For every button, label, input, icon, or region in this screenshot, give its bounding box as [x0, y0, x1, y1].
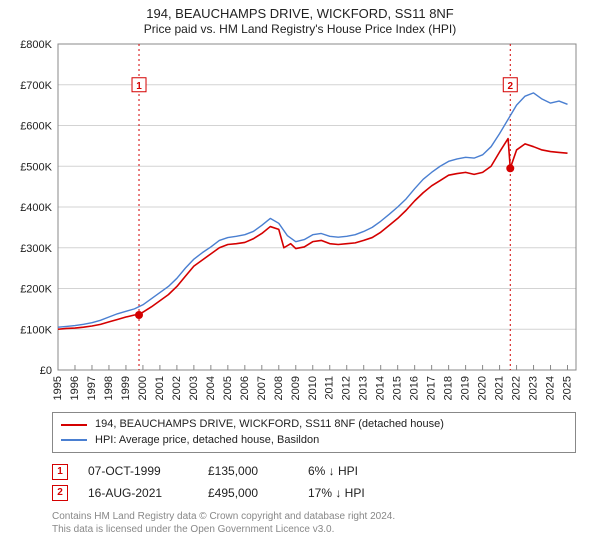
svg-text:2021: 2021 — [494, 376, 506, 400]
svg-text:2003: 2003 — [188, 376, 200, 400]
svg-text:2007: 2007 — [256, 376, 268, 400]
sale-date: 16-AUG-2021 — [88, 483, 188, 505]
chart-area: £0 £100K £200K £300K £400K £500K £600K £700K £80… — [10, 40, 588, 406]
svg-text:2: 2 — [507, 81, 513, 92]
svg-text:2024: 2024 — [545, 376, 557, 400]
chart-title-line2: Price paid vs. HM Land Registry's House … — [10, 22, 590, 36]
legend-label: 194, BEAUCHAMPS DRIVE, WICKFORD, SS11 8N… — [95, 417, 444, 432]
svg-text:2020: 2020 — [477, 376, 489, 400]
sale-marker-box: 2 — [52, 485, 68, 501]
svg-text:£700K: £700K — [20, 80, 52, 92]
svg-text:2005: 2005 — [222, 376, 234, 400]
sale-row: 1 07-OCT-1999 £135,000 6% ↓ HPI — [52, 461, 590, 483]
footer-line2: This data is licensed under the Open Gov… — [52, 523, 590, 536]
svg-text:1999: 1999 — [120, 376, 132, 400]
svg-text:2015: 2015 — [392, 376, 404, 400]
legend-swatch — [61, 439, 87, 441]
svg-text:2000: 2000 — [137, 376, 149, 400]
svg-text:2013: 2013 — [358, 376, 370, 400]
svg-text:£0: £0 — [40, 365, 52, 377]
sale-row: 2 16-AUG-2021 £495,000 17% ↓ HPI — [52, 483, 590, 505]
svg-text:1995: 1995 — [52, 376, 64, 400]
svg-text:£600K: £600K — [20, 121, 52, 133]
svg-text:2006: 2006 — [239, 376, 251, 400]
svg-text:1996: 1996 — [69, 376, 81, 400]
svg-text:2014: 2014 — [375, 376, 387, 400]
svg-text:2017: 2017 — [426, 376, 438, 400]
footer-attribution: Contains HM Land Registry data © Crown c… — [52, 510, 590, 536]
svg-text:2022: 2022 — [511, 376, 523, 400]
svg-text:1: 1 — [136, 81, 142, 92]
svg-text:2025: 2025 — [562, 376, 574, 400]
svg-text:2001: 2001 — [154, 376, 166, 400]
sale-price: £135,000 — [208, 461, 288, 483]
svg-text:2016: 2016 — [409, 376, 421, 400]
svg-text:£100K: £100K — [20, 325, 52, 337]
svg-text:1998: 1998 — [103, 376, 115, 400]
svg-text:2018: 2018 — [443, 376, 455, 400]
sales-table: 1 07-OCT-1999 £135,000 6% ↓ HPI 2 16-AUG-2021… — [52, 461, 590, 504]
sale-marker-box: 1 — [52, 464, 68, 480]
svg-text:£300K: £300K — [20, 243, 52, 255]
line-chart-svg: £0 £100K £200K £300K £400K £500K £600K £700K £80… — [10, 40, 588, 406]
svg-text:2008: 2008 — [273, 376, 285, 400]
svg-text:2012: 2012 — [341, 376, 353, 400]
sale-price: £495,000 — [208, 483, 288, 505]
svg-text:2009: 2009 — [290, 376, 302, 400]
legend-label: HPI: Average price, detached house, Basi… — [95, 433, 319, 448]
svg-text:£800K: £800K — [20, 40, 52, 51]
chart-title-line1: 194, BEAUCHAMPS DRIVE, WICKFORD, SS11 8N… — [10, 6, 590, 22]
legend-row: 194, BEAUCHAMPS DRIVE, WICKFORD, SS11 8N… — [61, 417, 567, 432]
legend-box: 194, BEAUCHAMPS DRIVE, WICKFORD, SS11 8N… — [52, 412, 576, 453]
sale-date: 07-OCT-1999 — [88, 461, 188, 483]
sale-diff: 6% ↓ HPI — [308, 461, 408, 483]
svg-text:2023: 2023 — [528, 376, 540, 400]
svg-text:£400K: £400K — [20, 202, 52, 214]
legend-row: HPI: Average price, detached house, Basi… — [61, 433, 567, 448]
svg-text:2004: 2004 — [205, 376, 217, 400]
footer-line1: Contains HM Land Registry data © Crown c… — [52, 510, 590, 523]
svg-text:2010: 2010 — [307, 376, 319, 400]
svg-text:2019: 2019 — [460, 376, 472, 400]
sale-diff: 17% ↓ HPI — [308, 483, 408, 505]
svg-text:2011: 2011 — [324, 376, 336, 400]
svg-text:£500K: £500K — [20, 162, 52, 174]
svg-text:1997: 1997 — [86, 376, 98, 400]
svg-text:£200K: £200K — [20, 284, 52, 296]
legend-swatch — [61, 424, 87, 426]
svg-text:2002: 2002 — [171, 376, 183, 400]
